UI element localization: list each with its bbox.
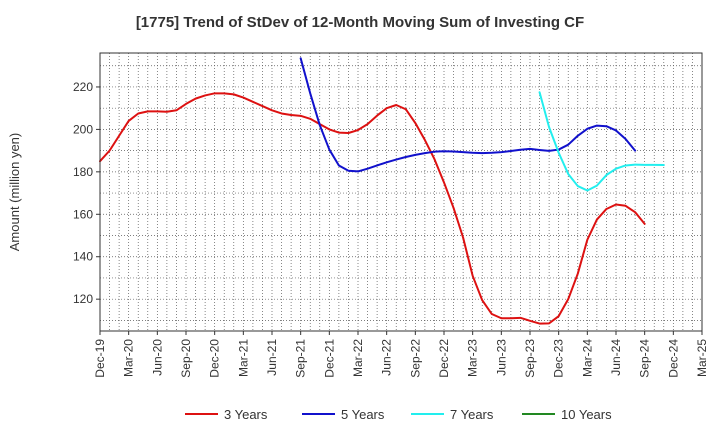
- legend-label: 10 Years: [561, 407, 612, 422]
- legend-label: 7 Years: [450, 407, 494, 422]
- series-line-5-years: [299, 57, 637, 173]
- x-tick-label: Dec-20: [208, 339, 222, 378]
- x-tick-label: Jun-20: [150, 339, 164, 376]
- chart-title: [1775] Trend of StDev of 12-Month Moving…: [135, 14, 585, 31]
- legend: 3 Years 5 Years 7 Years 10 Years: [185, 407, 612, 422]
- y-tick-label: 140: [73, 250, 93, 264]
- x-tick-label: Dec-21: [322, 339, 336, 378]
- x-tick-label: Mar-22: [351, 339, 365, 377]
- x-tick-label: Sep-24: [638, 339, 652, 378]
- x-tick-label: Mar-25: [695, 339, 709, 377]
- x-tick-labels: Dec-19 Mar-20 Jun-20 Sep-20 Dec-20 Mar-21 Jun-…: [93, 331, 709, 378]
- series-lines: [99, 57, 665, 325]
- plot-area: [100, 53, 702, 331]
- x-tick-label: Sep-22: [408, 339, 422, 378]
- x-tick-label: Jun-22: [380, 339, 394, 376]
- x-tick-label: Mar-23: [466, 339, 480, 377]
- x-tick-label: Mar-21: [236, 339, 250, 377]
- x-tick-label: Sep-21: [294, 339, 308, 378]
- legend-label: 5 Years: [341, 407, 385, 422]
- x-tick-label: Jun-23: [494, 339, 508, 376]
- x-tick-label: Dec-23: [552, 339, 566, 378]
- x-tick-label: Jun-21: [265, 339, 279, 376]
- plot-frame: [99, 52, 703, 332]
- y-tick-label: 220: [73, 80, 93, 94]
- x-tick-label: Dec-22: [437, 339, 451, 378]
- x-tick-label: Sep-20: [179, 339, 193, 378]
- series-line-7-years: [538, 91, 665, 192]
- x-tick-label: Mar-20: [122, 339, 136, 377]
- y-tick-labels: 120 140 160 180 200 220: [73, 80, 100, 306]
- y-tick-label: 200: [73, 122, 93, 136]
- y-axis-label: Amount (million yen): [7, 133, 22, 252]
- legend-label: 3 Years: [224, 407, 268, 422]
- series-line-3-years: [99, 92, 646, 325]
- y-tick-label: 120: [73, 292, 93, 306]
- x-tick-label: Sep-23: [523, 339, 537, 378]
- y-tick-label: 180: [73, 165, 93, 179]
- x-tick-label: Dec-19: [93, 339, 107, 378]
- x-tick-label: Dec-24: [666, 339, 680, 378]
- y-tick-label: 160: [73, 207, 93, 221]
- x-tick-label: Jun-24: [609, 339, 623, 376]
- x-tick-label: Mar-24: [580, 339, 594, 377]
